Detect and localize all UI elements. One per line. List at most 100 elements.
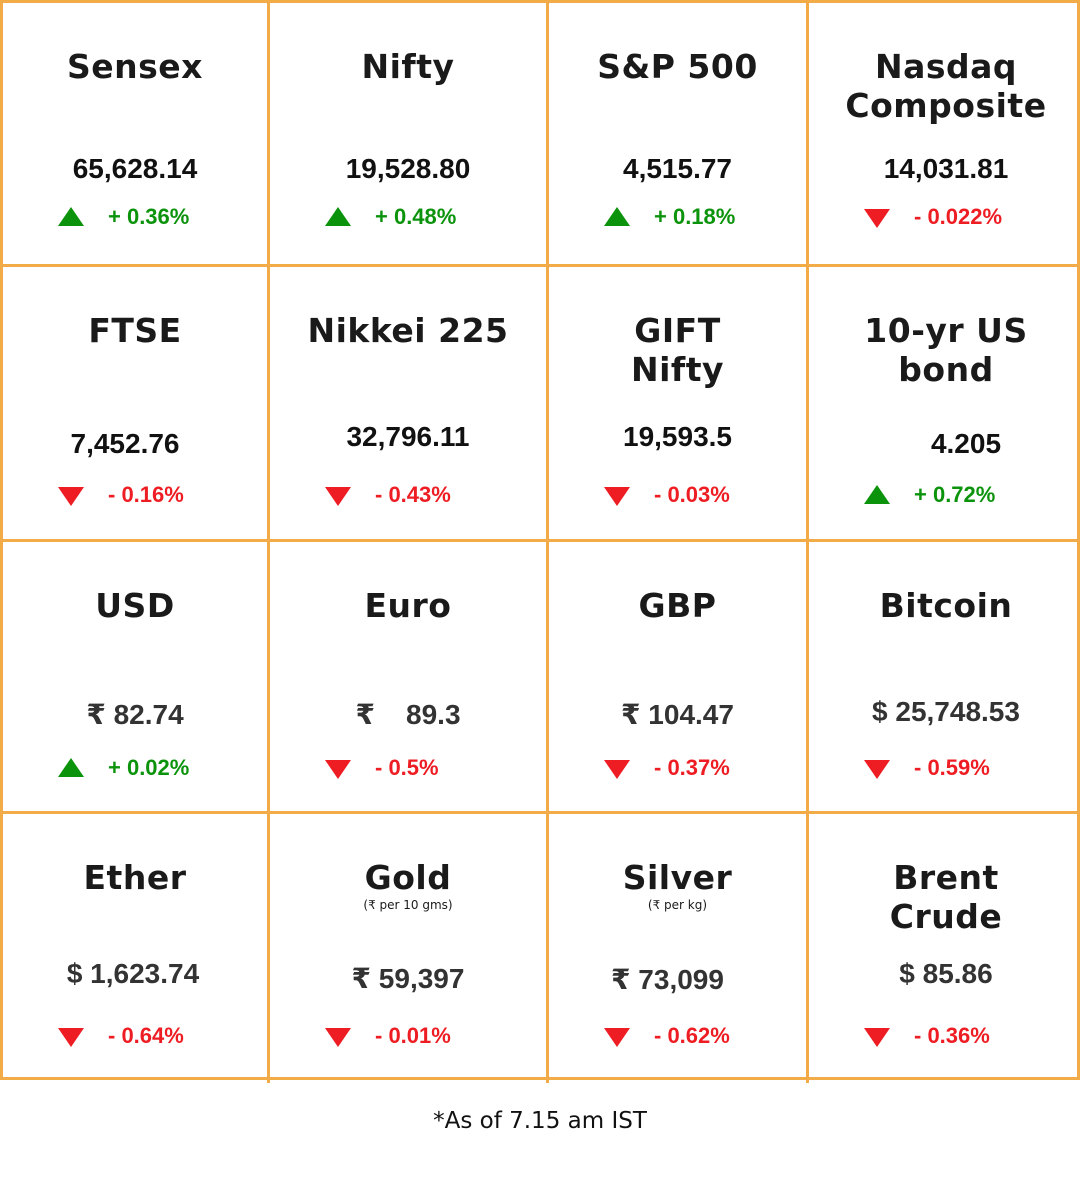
change-indicator: - 0.022% <box>864 203 1073 231</box>
triangle-down-icon <box>604 760 630 779</box>
triangle-up-icon <box>58 758 84 777</box>
market-cell: Bitcoin $ 25,748.53 - 0.59% <box>809 542 1080 814</box>
instrument-value: 4.205 <box>930 428 1002 459</box>
instrument-value: ₹ 73,099 <box>611 964 724 995</box>
triangle-down-icon <box>864 209 890 228</box>
instrument-value: 14,031.81 <box>883 153 1009 184</box>
instrument-value: ₹ 59,397 <box>351 963 465 994</box>
instrument-name: USD <box>3 586 267 625</box>
percent-change: - 0.022% <box>914 204 1003 229</box>
change-indicator: + 0.36% <box>58 203 257 231</box>
triangle-up-icon <box>604 207 630 226</box>
instrument-name-line: Bitcoin <box>879 586 1013 625</box>
change-indicator: + 0.02% <box>58 754 257 782</box>
percent-change: - 0.5% <box>375 755 439 780</box>
instrument-value: 19,593.5 <box>623 421 732 452</box>
percent-change: - 0.36% <box>914 1023 990 1048</box>
instrument-name-line: S&P 500 <box>597 47 758 86</box>
timestamp-note: *As of 7.15 am IST <box>433 1108 647 1134</box>
triangle-up-icon <box>864 485 890 504</box>
percent-change: - 0.64% <box>108 1023 184 1048</box>
market-cell: 10-yr US bond 4.205 + 0.72% <box>809 267 1080 542</box>
change-indicator: - 0.64% <box>58 1022 257 1050</box>
market-cell: Silver (₹ per kg) ₹ 73,099 - 0.62% <box>549 814 809 1083</box>
percent-change: + 0.02% <box>108 755 190 780</box>
triangle-up-icon <box>58 207 84 226</box>
change-indicator: - 0.43% <box>325 481 536 509</box>
instrument-name: Nasdaq Composite <box>809 47 1080 125</box>
change-indicator: - 0.36% <box>864 1022 1073 1050</box>
triangle-down-icon <box>325 1028 351 1047</box>
change-indicator: - 0.5% <box>325 754 536 782</box>
instrument-name-line: GIFT <box>634 311 721 350</box>
percent-change: - 0.01% <box>375 1023 451 1048</box>
market-cell: S&P 500 4,515.77 + 0.18% <box>549 3 809 267</box>
change-indicator: - 0.03% <box>604 481 796 509</box>
instrument-value: 65,628.14 <box>72 153 198 184</box>
change-indicator: + 0.72% <box>864 481 1073 509</box>
market-cell: Euro ₹ 89.3 - 0.5% <box>270 542 549 814</box>
instrument-name: S&P 500 <box>549 47 806 86</box>
percent-change: - 0.16% <box>108 482 184 507</box>
instrument-name-line: Nasdaq <box>874 47 1018 86</box>
unit-note: (₹ per 10 gms) <box>363 898 453 912</box>
triangle-down-icon <box>58 1028 84 1047</box>
instrument-value: $ 1,623.74 <box>66 958 200 989</box>
instrument-name: GBP <box>549 586 806 625</box>
percent-change: + 0.48% <box>375 204 457 229</box>
change-indicator: - 0.37% <box>604 754 796 782</box>
instrument-name: 10-yr US bond <box>809 311 1080 389</box>
triangle-down-icon <box>325 487 351 506</box>
instrument-name: Gold (₹ per 10 gms) <box>270 858 546 912</box>
percent-change: - 0.62% <box>654 1023 730 1048</box>
change-indicator: + 0.48% <box>325 203 536 231</box>
instrument-name-line: Brent <box>893 858 999 897</box>
instrument-name-line: FTSE <box>88 311 182 350</box>
change-indicator: - 0.01% <box>325 1022 536 1050</box>
instrument-name: Nifty <box>270 47 546 86</box>
instrument-value: 4,515.77 <box>623 153 732 184</box>
instrument-name-line: GBP <box>638 586 717 625</box>
market-cell: Nasdaq Composite 14,031.81 - 0.022% <box>809 3 1080 267</box>
instrument-name: Ether <box>3 858 267 897</box>
instrument-value: ₹ 82.74 <box>86 699 184 730</box>
change-indicator: - 0.16% <box>58 481 257 509</box>
instrument-name: Nikkei 225 <box>270 311 546 350</box>
instrument-value: 32,796.11 <box>346 421 470 452</box>
instrument-name-line: USD <box>95 586 175 625</box>
percent-change: + 0.18% <box>654 204 736 229</box>
change-indicator: + 0.18% <box>604 203 796 231</box>
instrument-name-line: Crude <box>889 897 1003 936</box>
market-cell: FTSE 7,452.76 - 0.16% <box>3 267 270 542</box>
market-cell: USD ₹ 82.74 + 0.02% <box>3 542 270 814</box>
change-indicator: - 0.59% <box>864 754 1073 782</box>
triangle-down-icon <box>604 1028 630 1047</box>
percent-change: - 0.59% <box>914 755 990 780</box>
percent-change: + 0.72% <box>914 482 996 507</box>
triangle-down-icon <box>864 760 890 779</box>
instrument-name-line: Ether <box>83 858 187 897</box>
change-indicator: - 0.62% <box>604 1022 796 1050</box>
triangle-down-icon <box>864 1028 890 1047</box>
instrument-name: Euro <box>270 586 546 625</box>
instrument-name-line: Nifty <box>630 350 725 389</box>
triangle-down-icon <box>58 487 84 506</box>
instrument-name-line: Gold <box>364 858 452 897</box>
unit-note: (₹ per kg) <box>647 898 708 912</box>
instrument-name: Silver (₹ per kg) <box>549 858 806 912</box>
instrument-value: ₹ 89.3 <box>355 699 461 730</box>
triangle-up-icon <box>325 207 351 226</box>
market-cell: Nifty 19,528.80 + 0.48% <box>270 3 549 267</box>
instrument-name: FTSE <box>3 311 267 350</box>
instrument-value: ₹ 104.47 <box>621 699 734 730</box>
market-cell: Brent Crude $ 85.86 - 0.36% <box>809 814 1080 1083</box>
instrument-name: Sensex <box>3 47 267 86</box>
market-cell: Ether $ 1,623.74 - 0.64% <box>3 814 270 1083</box>
instrument-name-line: Euro <box>364 586 452 625</box>
triangle-down-icon <box>325 760 351 779</box>
instrument-name-line: bond <box>898 350 994 389</box>
instrument-name: GIFT Nifty <box>549 311 806 389</box>
instrument-value: $ 25,748.53 <box>872 696 1020 727</box>
market-cell: GIFT Nifty 19,593.5 - 0.03% <box>549 267 809 542</box>
market-cell: GBP ₹ 104.47 - 0.37% <box>549 542 809 814</box>
